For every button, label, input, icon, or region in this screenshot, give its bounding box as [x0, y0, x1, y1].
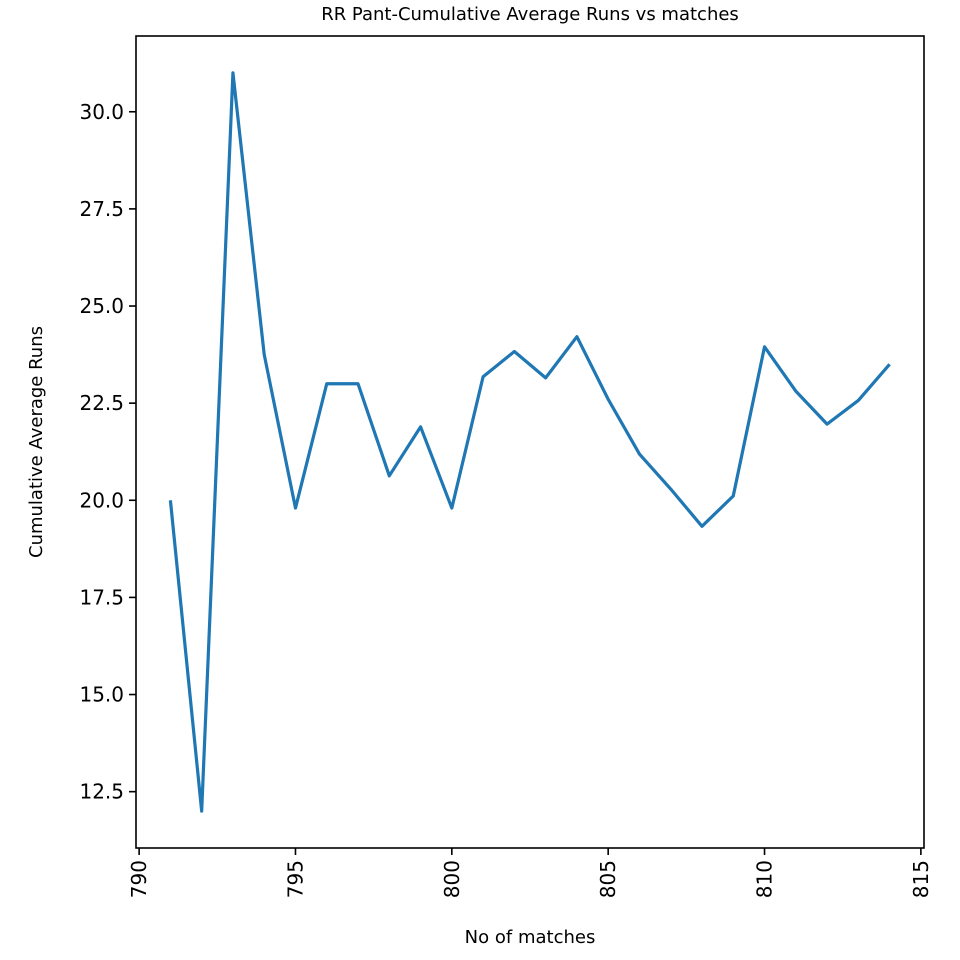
plot-frame [135, 35, 925, 849]
y-tick-label: 17.5 [79, 585, 124, 609]
x-tick-label: 815 [909, 860, 933, 898]
y-tick-label: 12.5 [79, 780, 124, 804]
y-tick-label: 15.0 [79, 683, 124, 707]
series-line [168, 71, 891, 813]
x-tick-label: 790 [127, 860, 151, 898]
x-axis: 790 795 800 805 810 815 [127, 848, 933, 898]
x-tick-label: 810 [753, 860, 777, 898]
y-tick-label: 22.5 [79, 391, 124, 415]
x-tick-label: 795 [283, 860, 307, 898]
x-tick-label: 800 [440, 860, 464, 898]
x-tick-label: 805 [596, 860, 620, 898]
y-tick-label: 25.0 [79, 294, 124, 318]
y-axis: 12.5 15.0 17.5 20.0 22.5 25.0 27.5 30.0 [79, 100, 136, 804]
y-tick-label: 20.0 [79, 488, 124, 512]
x-axis-title: No of matches [465, 927, 596, 948]
chart-title: RR Pant-Cumulative Average Runs vs match… [321, 4, 739, 25]
y-tick-label: 30.0 [79, 100, 124, 124]
y-tick-label: 27.5 [79, 197, 124, 221]
y-axis-title: Cumulative Average Runs [26, 326, 47, 558]
plot-area [168, 71, 891, 813]
